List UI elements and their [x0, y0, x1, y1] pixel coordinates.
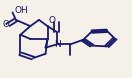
- Text: O: O: [48, 16, 55, 25]
- Text: N: N: [54, 40, 60, 49]
- Text: OH: OH: [14, 6, 28, 15]
- Text: O: O: [3, 20, 10, 29]
